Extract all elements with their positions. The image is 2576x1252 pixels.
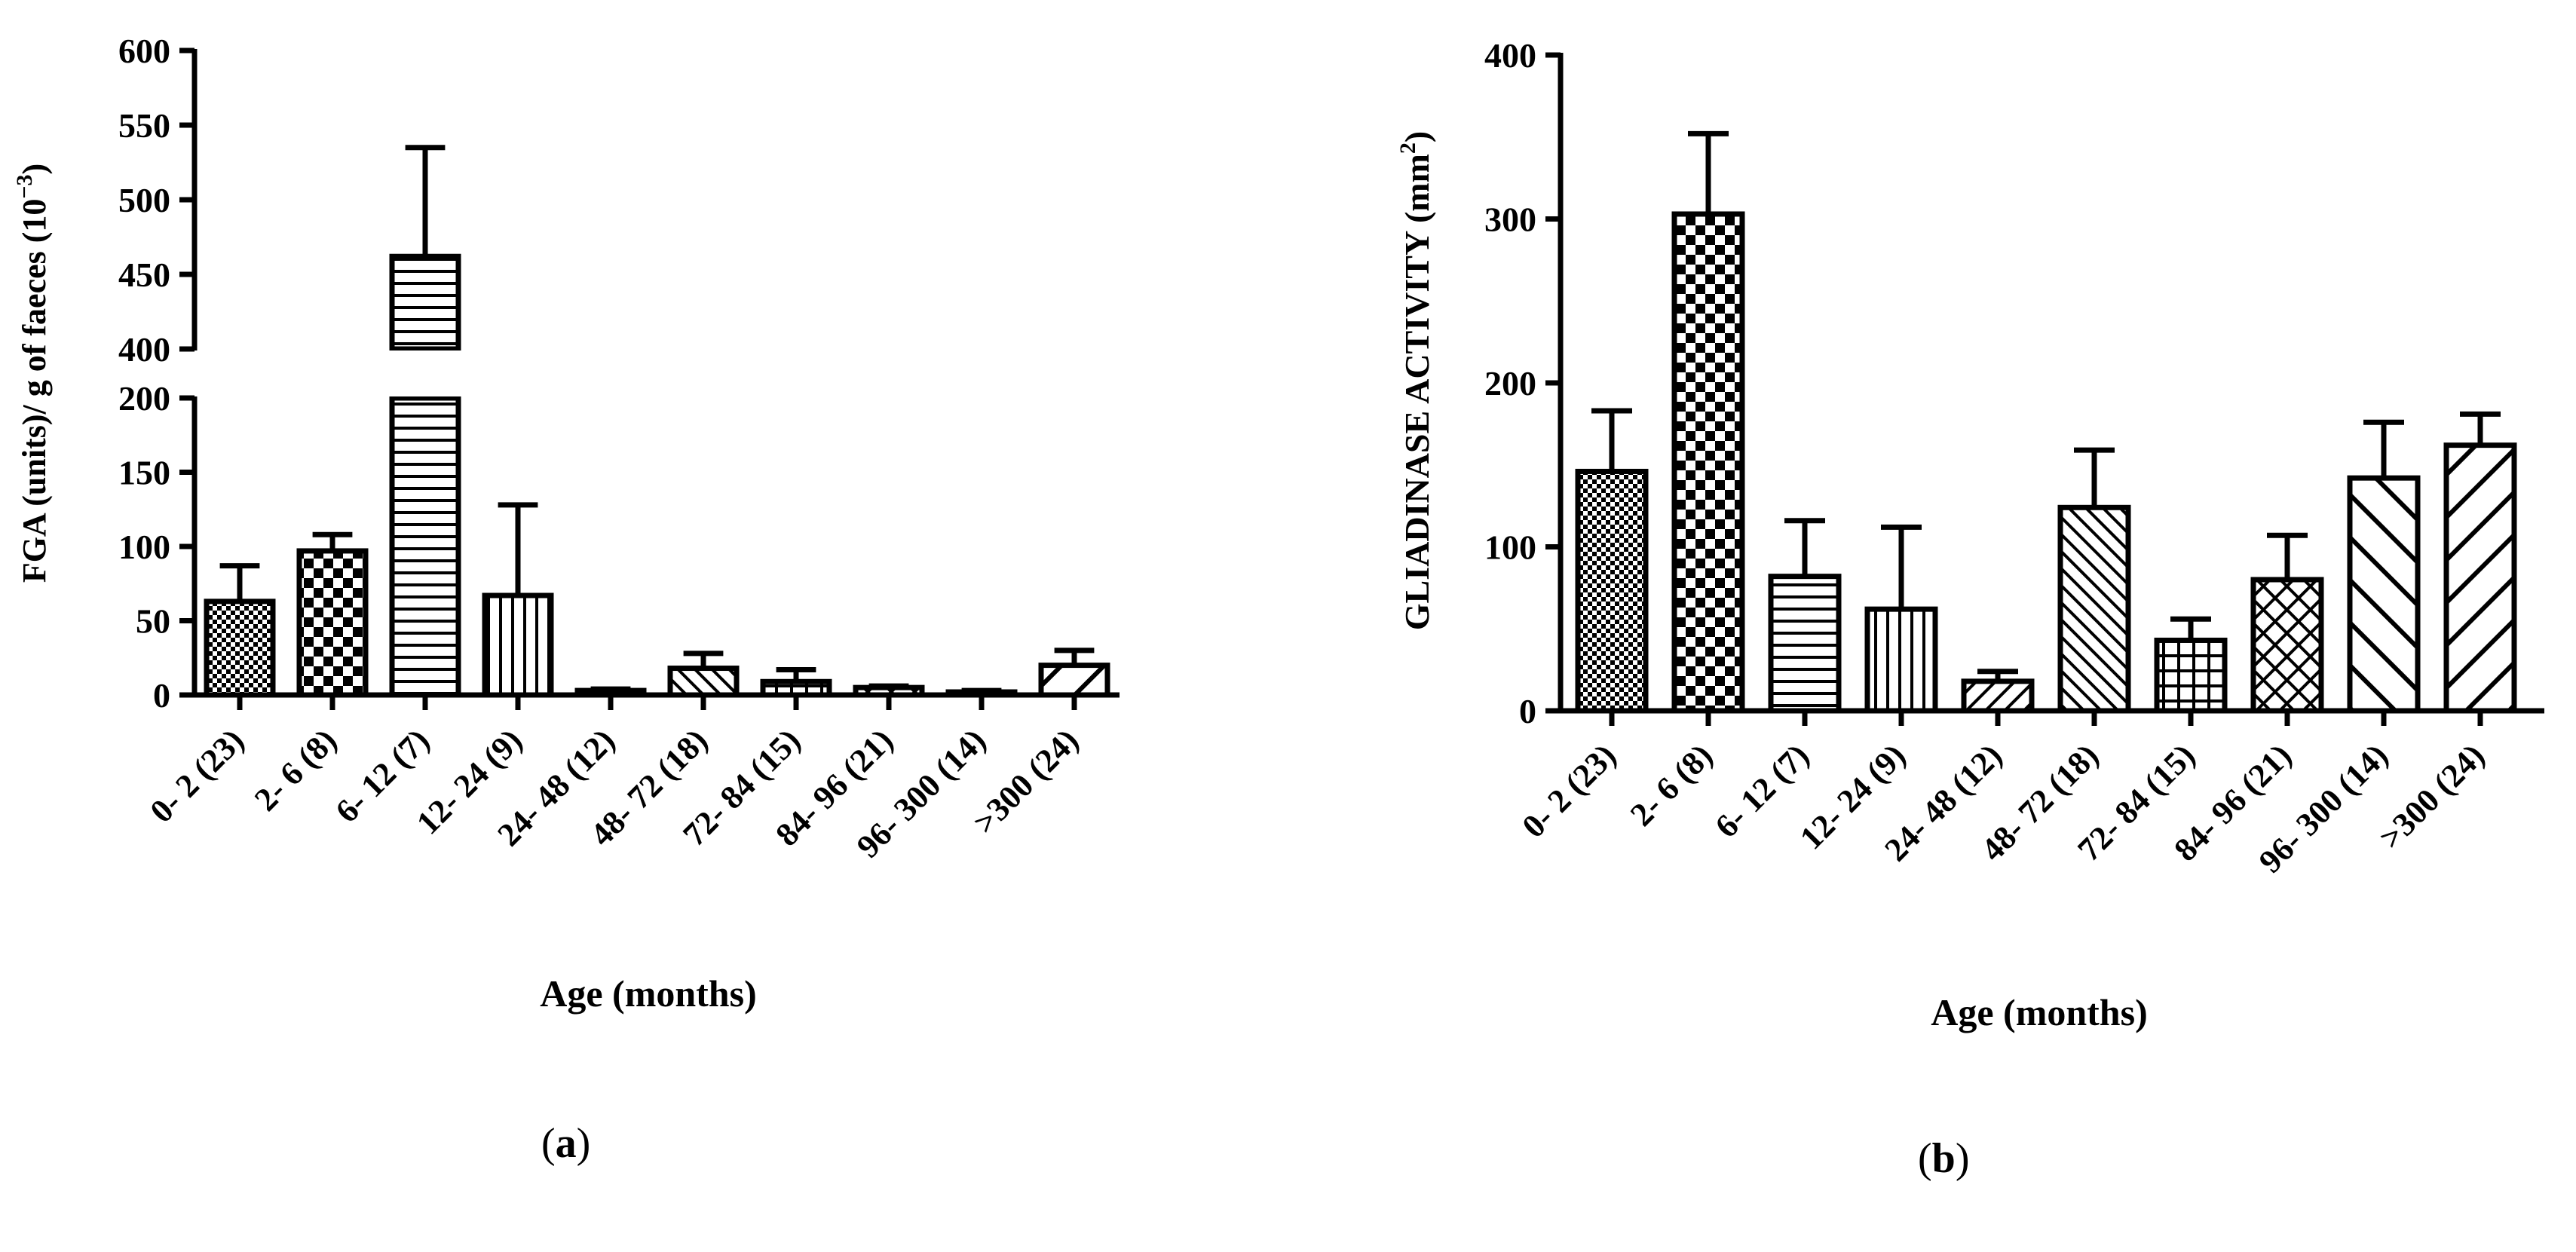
y-tick-label: 450 (118, 256, 170, 294)
y-axis-title: GLIADINASE ACTIVITY (mm2) (1395, 131, 1436, 631)
caption-a-open: ( (541, 1120, 556, 1167)
y-tick-label: 300 (1484, 201, 1536, 239)
bar (1768, 574, 1842, 714)
y-tick-label: 550 (118, 106, 170, 145)
y-axis-title-close: ) (1398, 131, 1436, 142)
y-axis-title-exponent: −3 (12, 174, 37, 198)
chart-panel-a: 0 50 100 150 200 400 450 500 550 600 FGA (units)/ … (12, 32, 1120, 1015)
caption-b-close: ) (1955, 1135, 1970, 1182)
bar (296, 548, 369, 698)
bar (2250, 577, 2324, 714)
x-tick-label: 0- 2 (23) (143, 721, 252, 830)
bar (1961, 678, 2035, 714)
panel-caption-b: (b) (1918, 1134, 1969, 1183)
bar (204, 598, 276, 698)
y-tick-label: 150 (118, 454, 170, 492)
x-axis-title: Age (months) (540, 972, 756, 1015)
y-tick-label: 100 (118, 528, 170, 566)
bar (2347, 475, 2421, 714)
x-axis-title: Age (months) (1931, 991, 2147, 1033)
y-axis-title: FGA (units)/ g of faeces (10−3) (12, 164, 53, 583)
axis-break-gap (387, 350, 463, 396)
y-tick-label: 50 (136, 602, 170, 641)
panel-caption-a: (a) (541, 1119, 590, 1168)
caption-a-close: ) (576, 1120, 591, 1167)
y-tick-label: 0 (153, 676, 170, 715)
bar (2057, 504, 2131, 714)
x-tick-label: >300 (24) (2372, 736, 2492, 856)
y-axis-title-main: GLIADINASE ACTIVITY (mm (1398, 154, 1436, 630)
y-axis-title-main: FGA (units)/ g of faeces (10 (16, 199, 53, 583)
bar (1038, 663, 1110, 698)
bar (1575, 468, 1649, 714)
y-axis-title-close: ) (16, 164, 53, 175)
y-tick-label: 0 (1519, 692, 1536, 730)
caption-a-letter: a (555, 1120, 577, 1167)
y-tick-label: 400 (118, 330, 170, 369)
bar (1671, 211, 1745, 714)
y-tick-label: 500 (118, 181, 170, 219)
bar (482, 592, 554, 698)
y-tick-label: 600 (118, 32, 170, 70)
y-tick-label: 200 (1484, 364, 1536, 403)
x-tick-label: 0- 2 (23) (1515, 736, 1624, 845)
bar (1864, 606, 1938, 714)
bar (389, 395, 461, 698)
caption-b-open: ( (1918, 1135, 1932, 1182)
bar (2154, 637, 2228, 714)
x-tick-label: 2- 6 (8) (1623, 736, 1720, 833)
bar (2443, 442, 2517, 714)
chart-panel-b: 0 100 200 300 400 GLIADINASE ACTIVITY (mm2) 0-… (1395, 36, 2544, 1033)
bar (667, 666, 740, 698)
y-axis-title-exponent: 2 (1395, 142, 1420, 154)
bar-upper-segment (389, 253, 461, 352)
caption-b-letter: b (1931, 1135, 1956, 1182)
y-tick-label: 200 (118, 379, 170, 418)
y-tick-label: 100 (1484, 528, 1536, 567)
y-tick-label: 400 (1484, 36, 1536, 75)
